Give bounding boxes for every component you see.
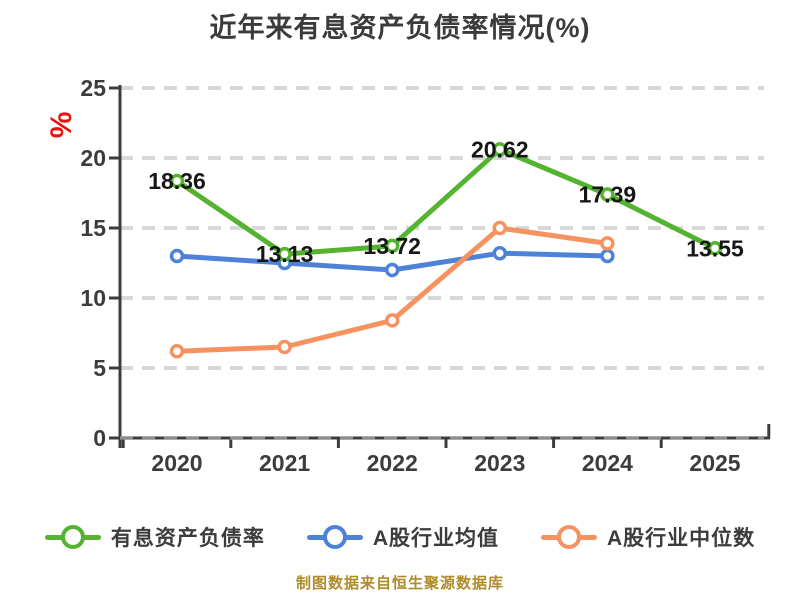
series-0-labels: 18.36 13.13 13.72 20.62 17.39 13.55 (148, 136, 744, 267)
svg-text:20: 20 (80, 145, 106, 171)
svg-text:2025: 2025 (689, 450, 740, 476)
svg-text:13.55: 13.55 (686, 235, 744, 261)
legend-label-ratio: 有息资产负债率 (110, 527, 265, 550)
data-source-note: 制图数据来自恒生聚源数据库 (295, 575, 504, 592)
svg-text:2020: 2020 (151, 450, 202, 476)
data-point-marker (169, 173, 185, 189)
svg-text:10: 10 (80, 285, 106, 311)
svg-text:2023: 2023 (474, 450, 525, 476)
data-point-marker (492, 245, 508, 261)
svg-text:25: 25 (80, 75, 106, 101)
legend-item-industry-median: A股行业中位数 (541, 522, 755, 552)
axes (109, 85, 771, 448)
svg-text:2022: 2022 (367, 450, 418, 476)
data-point-marker (169, 343, 185, 359)
chart-title: 近年来有息资产负债率情况(%) (209, 13, 591, 43)
series-0-line (169, 142, 723, 262)
data-point-marker (277, 339, 292, 355)
legend-label-industry-median: A股行业中位数 (607, 527, 756, 550)
legend-orange-marker-icon (541, 524, 597, 550)
data-point-marker (384, 313, 400, 328)
data-point-marker (600, 236, 615, 251)
svg-text:18.36: 18.36 (148, 168, 206, 194)
legend-blue-marker-icon (306, 524, 363, 550)
legend-item-ratio: 有息资产负债率 (44, 522, 265, 552)
legend-item-industry-mean: A股行业均值 (306, 522, 499, 552)
data-point-marker (384, 262, 400, 278)
series-2-line (169, 220, 615, 359)
legend-green-marker-icon (44, 524, 101, 550)
svg-text:13.72: 13.72 (363, 233, 421, 259)
gridlines (120, 86, 764, 370)
data-point-marker (492, 142, 508, 157)
x-axis-tick-labels: 2020 2021 2022 2023 2024 2025 (151, 450, 740, 476)
legend: 有息资产负债率 A股行业均值 A股行业中位数 (0, 522, 800, 552)
svg-text:2024: 2024 (582, 450, 633, 476)
svg-text:15: 15 (80, 215, 106, 241)
legend-label-industry-mean: A股行业均值 (372, 527, 499, 550)
data-point-marker (707, 241, 723, 256)
svg-text:5: 5 (93, 355, 106, 381)
svg-text:17.39: 17.39 (579, 182, 637, 208)
y-axis-tick-labels: 0 5 10 15 20 25 (80, 75, 106, 451)
svg-text:2021: 2021 (259, 450, 310, 476)
data-point-marker (600, 248, 615, 264)
data-point-marker (492, 220, 508, 236)
data-point-marker (600, 187, 615, 202)
data-point-marker (384, 238, 400, 254)
svg-text:20.62: 20.62 (471, 136, 529, 162)
data-point-marker (169, 248, 185, 264)
svg-text:0: 0 (93, 425, 106, 451)
svg-text:13.13: 13.13 (256, 241, 314, 267)
data-point-marker (277, 246, 292, 262)
